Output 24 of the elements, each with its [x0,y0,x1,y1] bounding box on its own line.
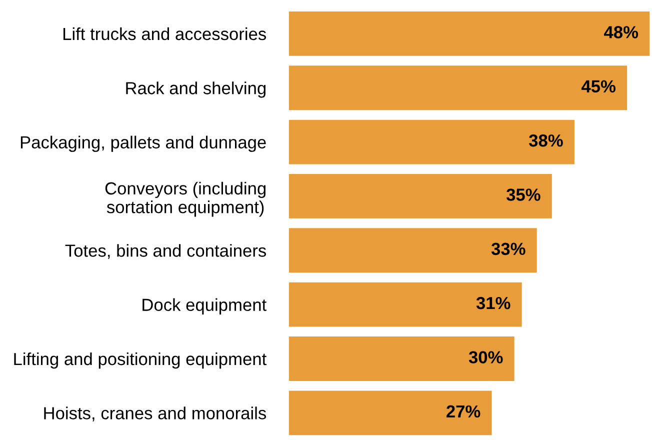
bar [288,66,628,110]
data-label: 45% [581,80,616,93]
bar [288,228,537,273]
bar [288,174,552,218]
y-tick-label: Totes, bins and containers [65,244,266,259]
data-label: 48% [604,26,638,38]
data-label: 30% [468,351,503,364]
y-tick-label: Lift trucks and accessories [63,27,266,40]
data-label: 35% [506,188,540,201]
bar [288,336,514,381]
data-label: 31% [476,296,510,310]
data-label: 27% [446,405,480,418]
bar [288,11,650,56]
bar [288,390,492,436]
bar [288,282,522,327]
y-tick-label: Packaging, pallets and dunnage [20,136,266,152]
data-label: 33% [491,242,526,256]
bar [288,120,574,164]
data-label: 38% [528,134,563,147]
y-tick-label: Conveyors (including sortation equipment) [105,182,266,217]
y-tick-label: Dock equipment [142,298,266,314]
y-tick-label: Rack and shelving [126,82,266,98]
y-tick-label: Hoists, cranes and monorails [44,406,266,422]
y-tick-label: Lifting and positioning equipment [14,352,267,369]
